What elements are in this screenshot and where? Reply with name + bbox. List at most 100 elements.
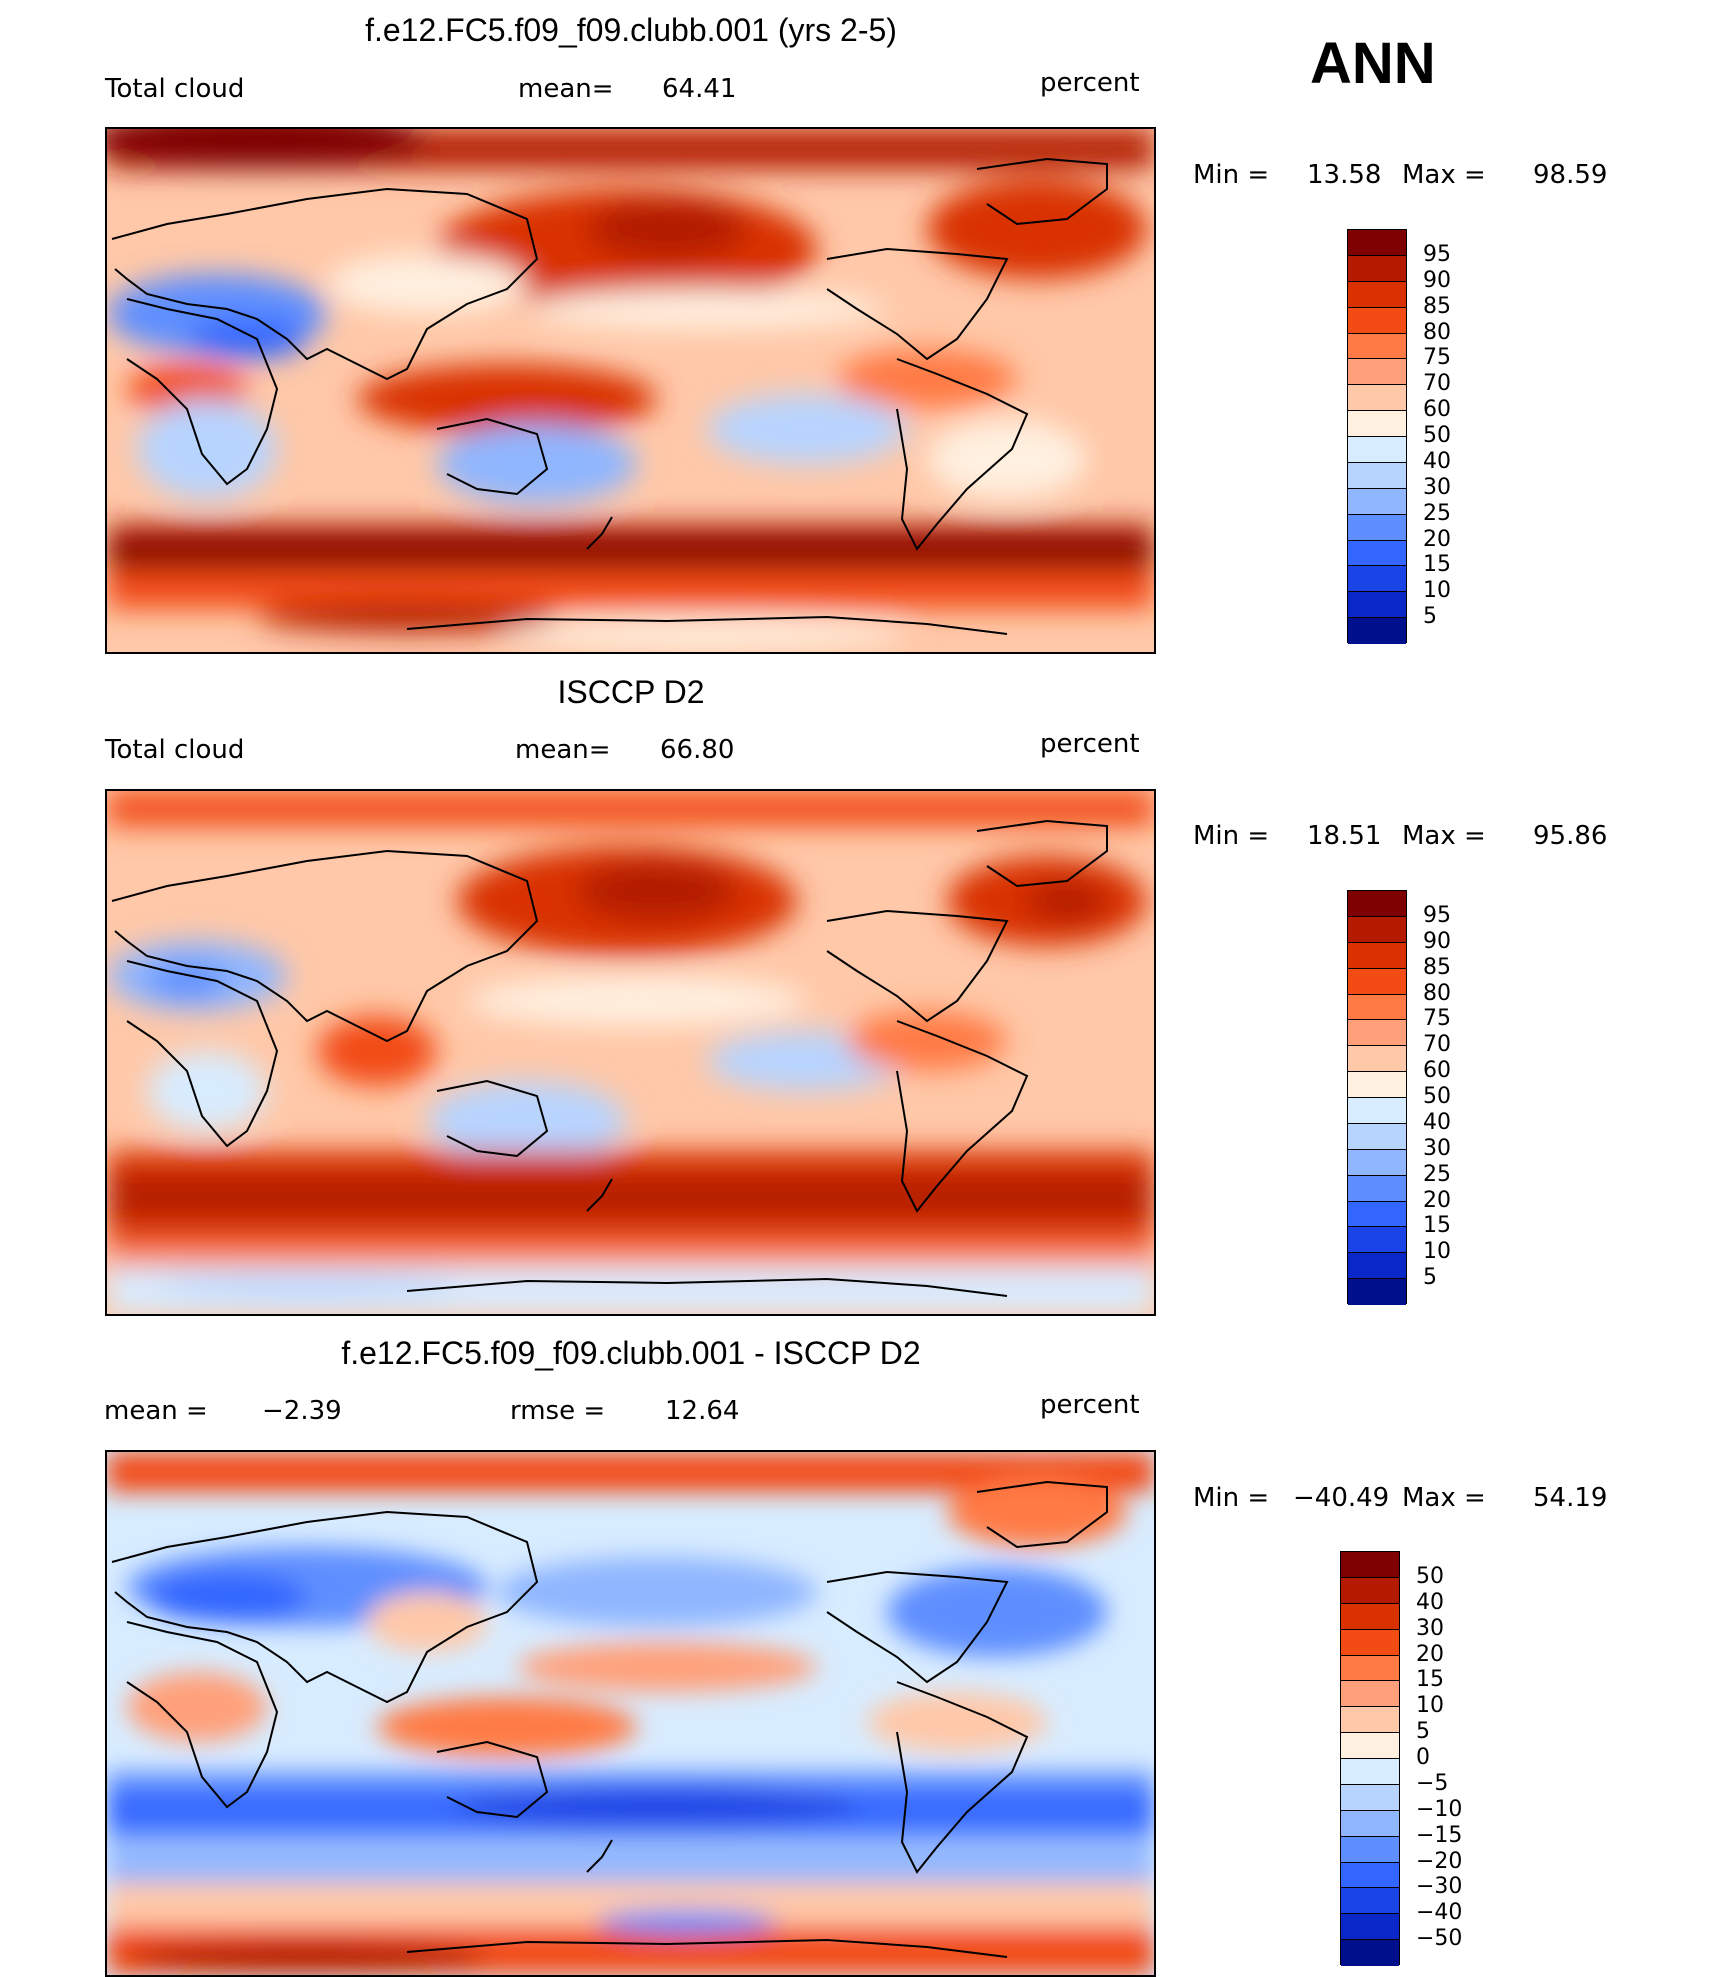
colorbar-tick-label: 10 <box>1423 1239 1451 1265</box>
colorbar-swatch <box>1348 1123 1406 1150</box>
panel3-min-value: −40.49 <box>1293 1483 1390 1513</box>
colorbar-swatch <box>1348 942 1406 969</box>
colorbar-tick-label: 5 <box>1416 1719 1430 1745</box>
colorbar-tick-label: −15 <box>1416 1822 1463 1848</box>
colorbar-swatch <box>1348 385 1406 412</box>
panel3-map <box>105 1450 1156 1977</box>
panel3-rmse-label: rmse = <box>510 1396 606 1426</box>
colorbar-swatch <box>1348 1046 1406 1073</box>
colorbar-swatch <box>1341 1940 1399 1966</box>
panel3-max-value: 54.19 <box>1533 1483 1608 1513</box>
colorbar-tick-label: 30 <box>1423 474 1451 500</box>
colorbar-swatch <box>1348 411 1406 437</box>
panel1-min-label: Min = <box>1193 160 1270 190</box>
colorbar-swatch <box>1348 359 1406 386</box>
panel1-min-value: 13.58 <box>1307 160 1382 190</box>
colorbar-tick-label: 90 <box>1423 267 1451 293</box>
colorbar-tick-label: 75 <box>1423 345 1451 371</box>
colorbar-tick-label: 80 <box>1423 980 1451 1006</box>
colorbar-tick-label: 95 <box>1423 902 1451 928</box>
panel1-colorbar <box>1347 229 1407 644</box>
colorbar-tick-label: 75 <box>1423 1006 1451 1032</box>
colorbar-swatch <box>1341 1707 1399 1734</box>
colorbar-tick-label: 70 <box>1423 371 1451 397</box>
panel2-units: percent <box>1040 729 1140 759</box>
colorbar-tick-label: 15 <box>1423 552 1451 578</box>
colorbar-swatch <box>1348 514 1406 541</box>
colorbar-swatch <box>1348 994 1406 1021</box>
colorbar-tick-label: 10 <box>1416 1693 1444 1719</box>
colorbar-tick-label: 40 <box>1416 1589 1444 1615</box>
colorbar-tick-label: −50 <box>1416 1926 1463 1952</box>
panel2-mean-value: 66.80 <box>660 735 735 765</box>
panel2-mean-label: mean= <box>515 735 611 765</box>
panel2-title: ISCCP D2 <box>557 674 705 710</box>
colorbar-swatch <box>1341 1552 1399 1578</box>
colorbar-tick-label: −30 <box>1416 1874 1463 1900</box>
colorbar-swatch <box>1341 1862 1399 1889</box>
colorbar-tick-label: 40 <box>1423 1109 1451 1135</box>
colorbar-tick-label: 20 <box>1416 1641 1444 1667</box>
panel1-mean-label: mean= <box>518 74 614 104</box>
colorbar-tick-label: 70 <box>1423 1032 1451 1058</box>
colorbar-swatch <box>1348 1072 1406 1098</box>
panel1-title: f.e12.FC5.f09_f09.clubb.001 (yrs 2-5) <box>365 12 897 48</box>
panel2-max-label: Max = <box>1402 821 1486 851</box>
panel3-units: percent <box>1040 1390 1140 1420</box>
colorbar-tick-label: 25 <box>1423 1161 1451 1187</box>
colorbar-swatch <box>1341 1733 1399 1759</box>
colorbar-swatch <box>1348 307 1406 334</box>
colorbar-swatch <box>1348 1279 1406 1305</box>
colorbar-tick-label: 85 <box>1423 954 1451 980</box>
colorbar-tick-label: 80 <box>1423 319 1451 345</box>
colorbar-tick-label: 50 <box>1423 1084 1451 1109</box>
colorbar-swatch <box>1341 1681 1399 1708</box>
panel3-mean-label: mean = <box>104 1396 208 1426</box>
panel2-max-value: 95.86 <box>1533 821 1608 851</box>
panel2-min-value: 18.51 <box>1307 821 1382 851</box>
colorbar-swatch <box>1348 1227 1406 1254</box>
colorbar-swatch <box>1348 1253 1406 1280</box>
colorbar-tick-label: 60 <box>1423 1058 1451 1084</box>
colorbar-swatch <box>1341 1784 1399 1811</box>
panel3-min-label: Min = <box>1193 1483 1270 1513</box>
colorbar-swatch <box>1341 1810 1399 1837</box>
panel2-colorbar <box>1347 890 1407 1305</box>
colorbar-tick-label: 20 <box>1423 1187 1451 1213</box>
colorbar-tick-label: 20 <box>1423 526 1451 552</box>
season-label: ANN <box>1310 31 1436 96</box>
colorbar-swatch <box>1341 1655 1399 1682</box>
colorbar-swatch <box>1348 281 1406 308</box>
colorbar-tick-label: −10 <box>1416 1796 1463 1822</box>
colorbar-swatch <box>1348 540 1406 567</box>
colorbar-swatch <box>1341 1836 1399 1863</box>
colorbar-swatch <box>1341 1629 1399 1656</box>
panel3-colorbar <box>1340 1551 1400 1966</box>
colorbar-swatch <box>1348 255 1406 282</box>
panel1-max-label: Max = <box>1402 160 1486 190</box>
colorbar-tick-label: 5 <box>1423 1265 1437 1291</box>
colorbar-tick-label: −20 <box>1416 1848 1463 1874</box>
colorbar-tick-label: 15 <box>1416 1667 1444 1693</box>
colorbar-tick-label: 30 <box>1416 1615 1444 1641</box>
colorbar-tick-label: 5 <box>1423 604 1437 630</box>
colorbar-tick-label: 0 <box>1416 1745 1430 1770</box>
colorbar-swatch <box>1348 437 1406 463</box>
colorbar-swatch <box>1348 1175 1406 1202</box>
panel2-min-label: Min = <box>1193 821 1270 851</box>
colorbar-swatch <box>1348 1020 1406 1047</box>
colorbar-swatch <box>1348 462 1406 489</box>
colorbar-tick-label: 40 <box>1423 448 1451 474</box>
colorbar-swatch <box>1348 333 1406 360</box>
colorbar-tick-label: 15 <box>1423 1213 1451 1239</box>
panel1-units: percent <box>1040 68 1140 98</box>
colorbar-swatch <box>1348 1098 1406 1124</box>
panel2-left-label: Total cloud <box>105 735 245 765</box>
colorbar-swatch <box>1348 1149 1406 1176</box>
panel3-rmse-value: 12.64 <box>665 1396 740 1426</box>
colorbar-swatch <box>1341 1914 1399 1941</box>
colorbar-swatch <box>1348 916 1406 943</box>
colorbar-swatch <box>1348 968 1406 995</box>
colorbar-tick-label: 10 <box>1423 578 1451 604</box>
colorbar-tick-label: 25 <box>1423 500 1451 526</box>
